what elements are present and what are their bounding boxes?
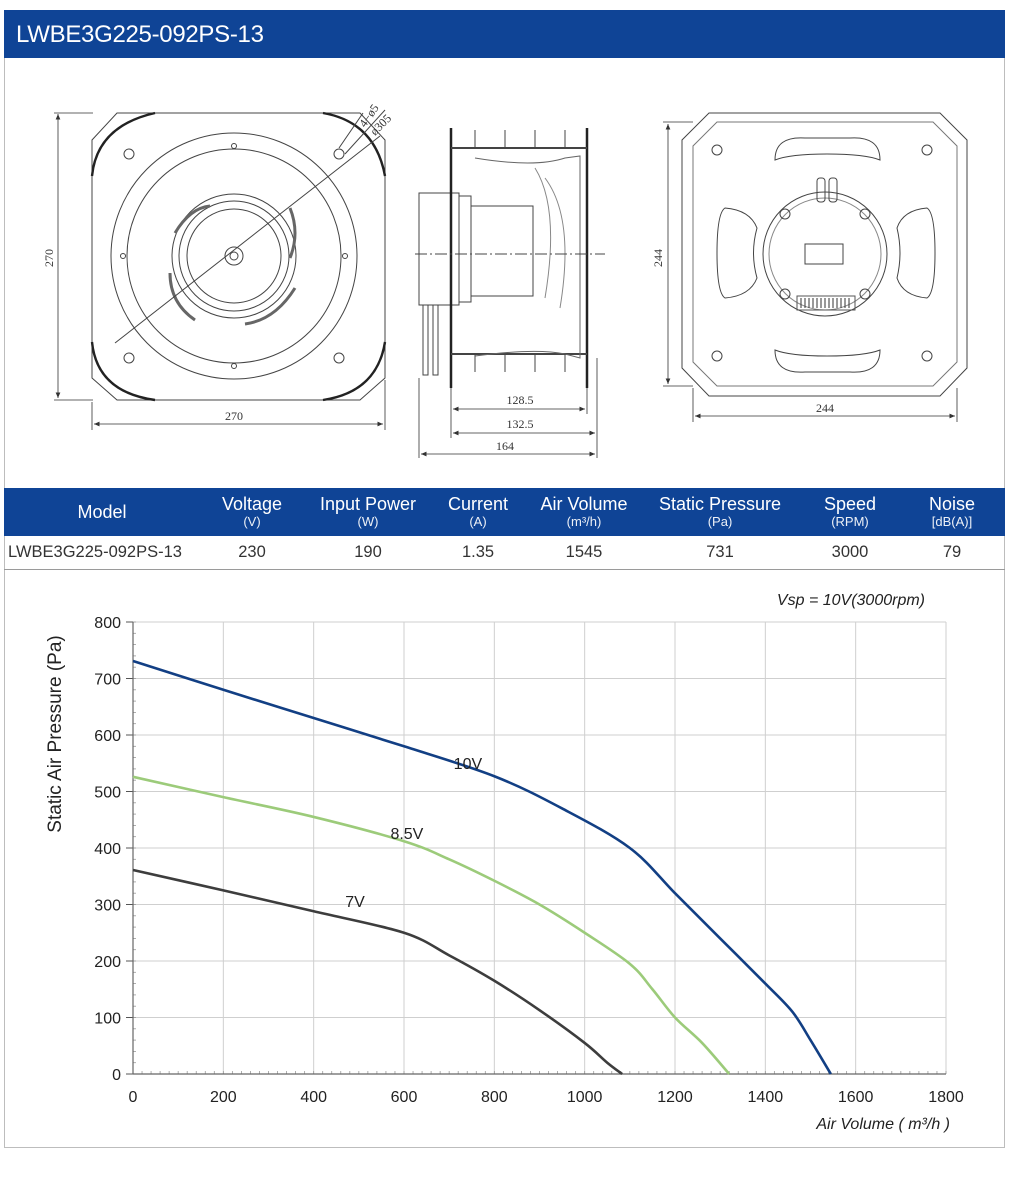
series-line-7V: [132, 868, 623, 1076]
x-tick-label: 200: [210, 1089, 237, 1106]
title-bar: LWBE3G225-092PS-13: [4, 10, 1005, 58]
back-view: [681, 112, 968, 397]
col-current: Current (A): [447, 494, 509, 529]
chart-axes: 0 200 400 600 800 1000 1200 1400 1600 1800 0 100 200…: [94, 615, 964, 1106]
x-tick-label: 1000: [567, 1089, 603, 1106]
front-height-label: 270: [42, 249, 56, 267]
back-width-label: 244: [816, 401, 834, 415]
chart-annotation: Vsp = 10V(3000rpm): [777, 592, 925, 609]
technical-drawing: 270 270 4−ø5 ø305 128.5 132.5 164: [42, 101, 968, 458]
y-tick-label: 400: [94, 841, 121, 858]
x-tick-label: 1400: [748, 1089, 784, 1106]
spec-table-header: Model Voltage (V) Input Power (W) Current(…: [4, 488, 1005, 536]
series-label-8-5V: 8.5V: [390, 826, 423, 843]
cell-air-volume: 1545: [565, 543, 603, 561]
cell-speed: 3000: [831, 543, 869, 561]
y-tick-label: 300: [94, 898, 121, 915]
cell-voltage: 230: [238, 543, 266, 561]
cell-current: 1.35: [461, 543, 495, 561]
performance-chart: 0 200 400 600 800 1000 1200 1400 1600 1800 0 100 200…: [45, 592, 964, 1133]
front-view: [90, 109, 387, 402]
x-axis-title: Air Volume ( m³/h ): [815, 1116, 950, 1133]
cell-model: LWBE3G225-092PS-13: [8, 543, 182, 561]
series-line-8-5V: [132, 775, 731, 1075]
y-tick-label: 800: [94, 615, 121, 632]
series-label-10V: 10V: [454, 756, 483, 773]
y-tick-label: 600: [94, 728, 121, 745]
x-tick-label: 1800: [928, 1089, 964, 1106]
front-width-label: 270: [225, 409, 243, 423]
col-static-pressure: Static Pressure (Pa): [658, 494, 782, 529]
chart-grid: [132, 621, 947, 1075]
col-input-power: Input Power (W): [319, 494, 417, 529]
x-tick-label: 0: [129, 1089, 138, 1106]
x-tick-label: 400: [300, 1089, 327, 1106]
col-speed: Speed (RPM): [823, 494, 877, 529]
series-label-7V: 7V: [345, 894, 365, 911]
side-dim-1-label: 128.5: [507, 393, 534, 407]
col-voltage: Voltage (V): [221, 494, 283, 529]
cell-static-pressure: 731: [706, 543, 734, 561]
col-model: Model: [77, 502, 127, 522]
y-tick-label: 100: [94, 1011, 121, 1028]
col-noise: Noise [dB(A)]: [928, 494, 976, 529]
y-tick-label: 700: [94, 672, 121, 689]
chart-series: [132, 659, 832, 1076]
y-tick-label: 500: [94, 785, 121, 802]
chart-labels: 10V 8.5V 7V: [345, 756, 482, 911]
product-title: LWBE3G225-092PS-13: [16, 21, 264, 48]
side-view: [415, 128, 605, 388]
cell-noise: 79: [942, 543, 962, 561]
x-tick-label: 600: [391, 1089, 418, 1106]
cell-input-power: 190: [354, 543, 382, 561]
x-tick-label: 800: [481, 1089, 508, 1106]
col-air-volume: Air Volume (m³/h): [540, 494, 628, 529]
y-tick-label: 200: [94, 954, 121, 971]
side-dim-3-label: 164: [496, 439, 514, 453]
series-line-10V: [132, 659, 832, 1075]
back-dimensions: 244 244: [651, 121, 958, 422]
y-tick-label: 0: [112, 1067, 121, 1084]
x-tick-label: 1600: [838, 1089, 874, 1106]
x-tick-label: 1200: [657, 1089, 693, 1106]
side-dimensions: 128.5 132.5 164: [418, 358, 598, 458]
table-row: LWBE3G225-092PS-13 230 190 1.35 1545 731…: [4, 536, 1005, 570]
back-height-label: 244: [651, 249, 665, 267]
y-axis-title: Static Air Pressure (Pa): [45, 635, 66, 832]
side-dim-2-label: 132.5: [507, 417, 534, 431]
